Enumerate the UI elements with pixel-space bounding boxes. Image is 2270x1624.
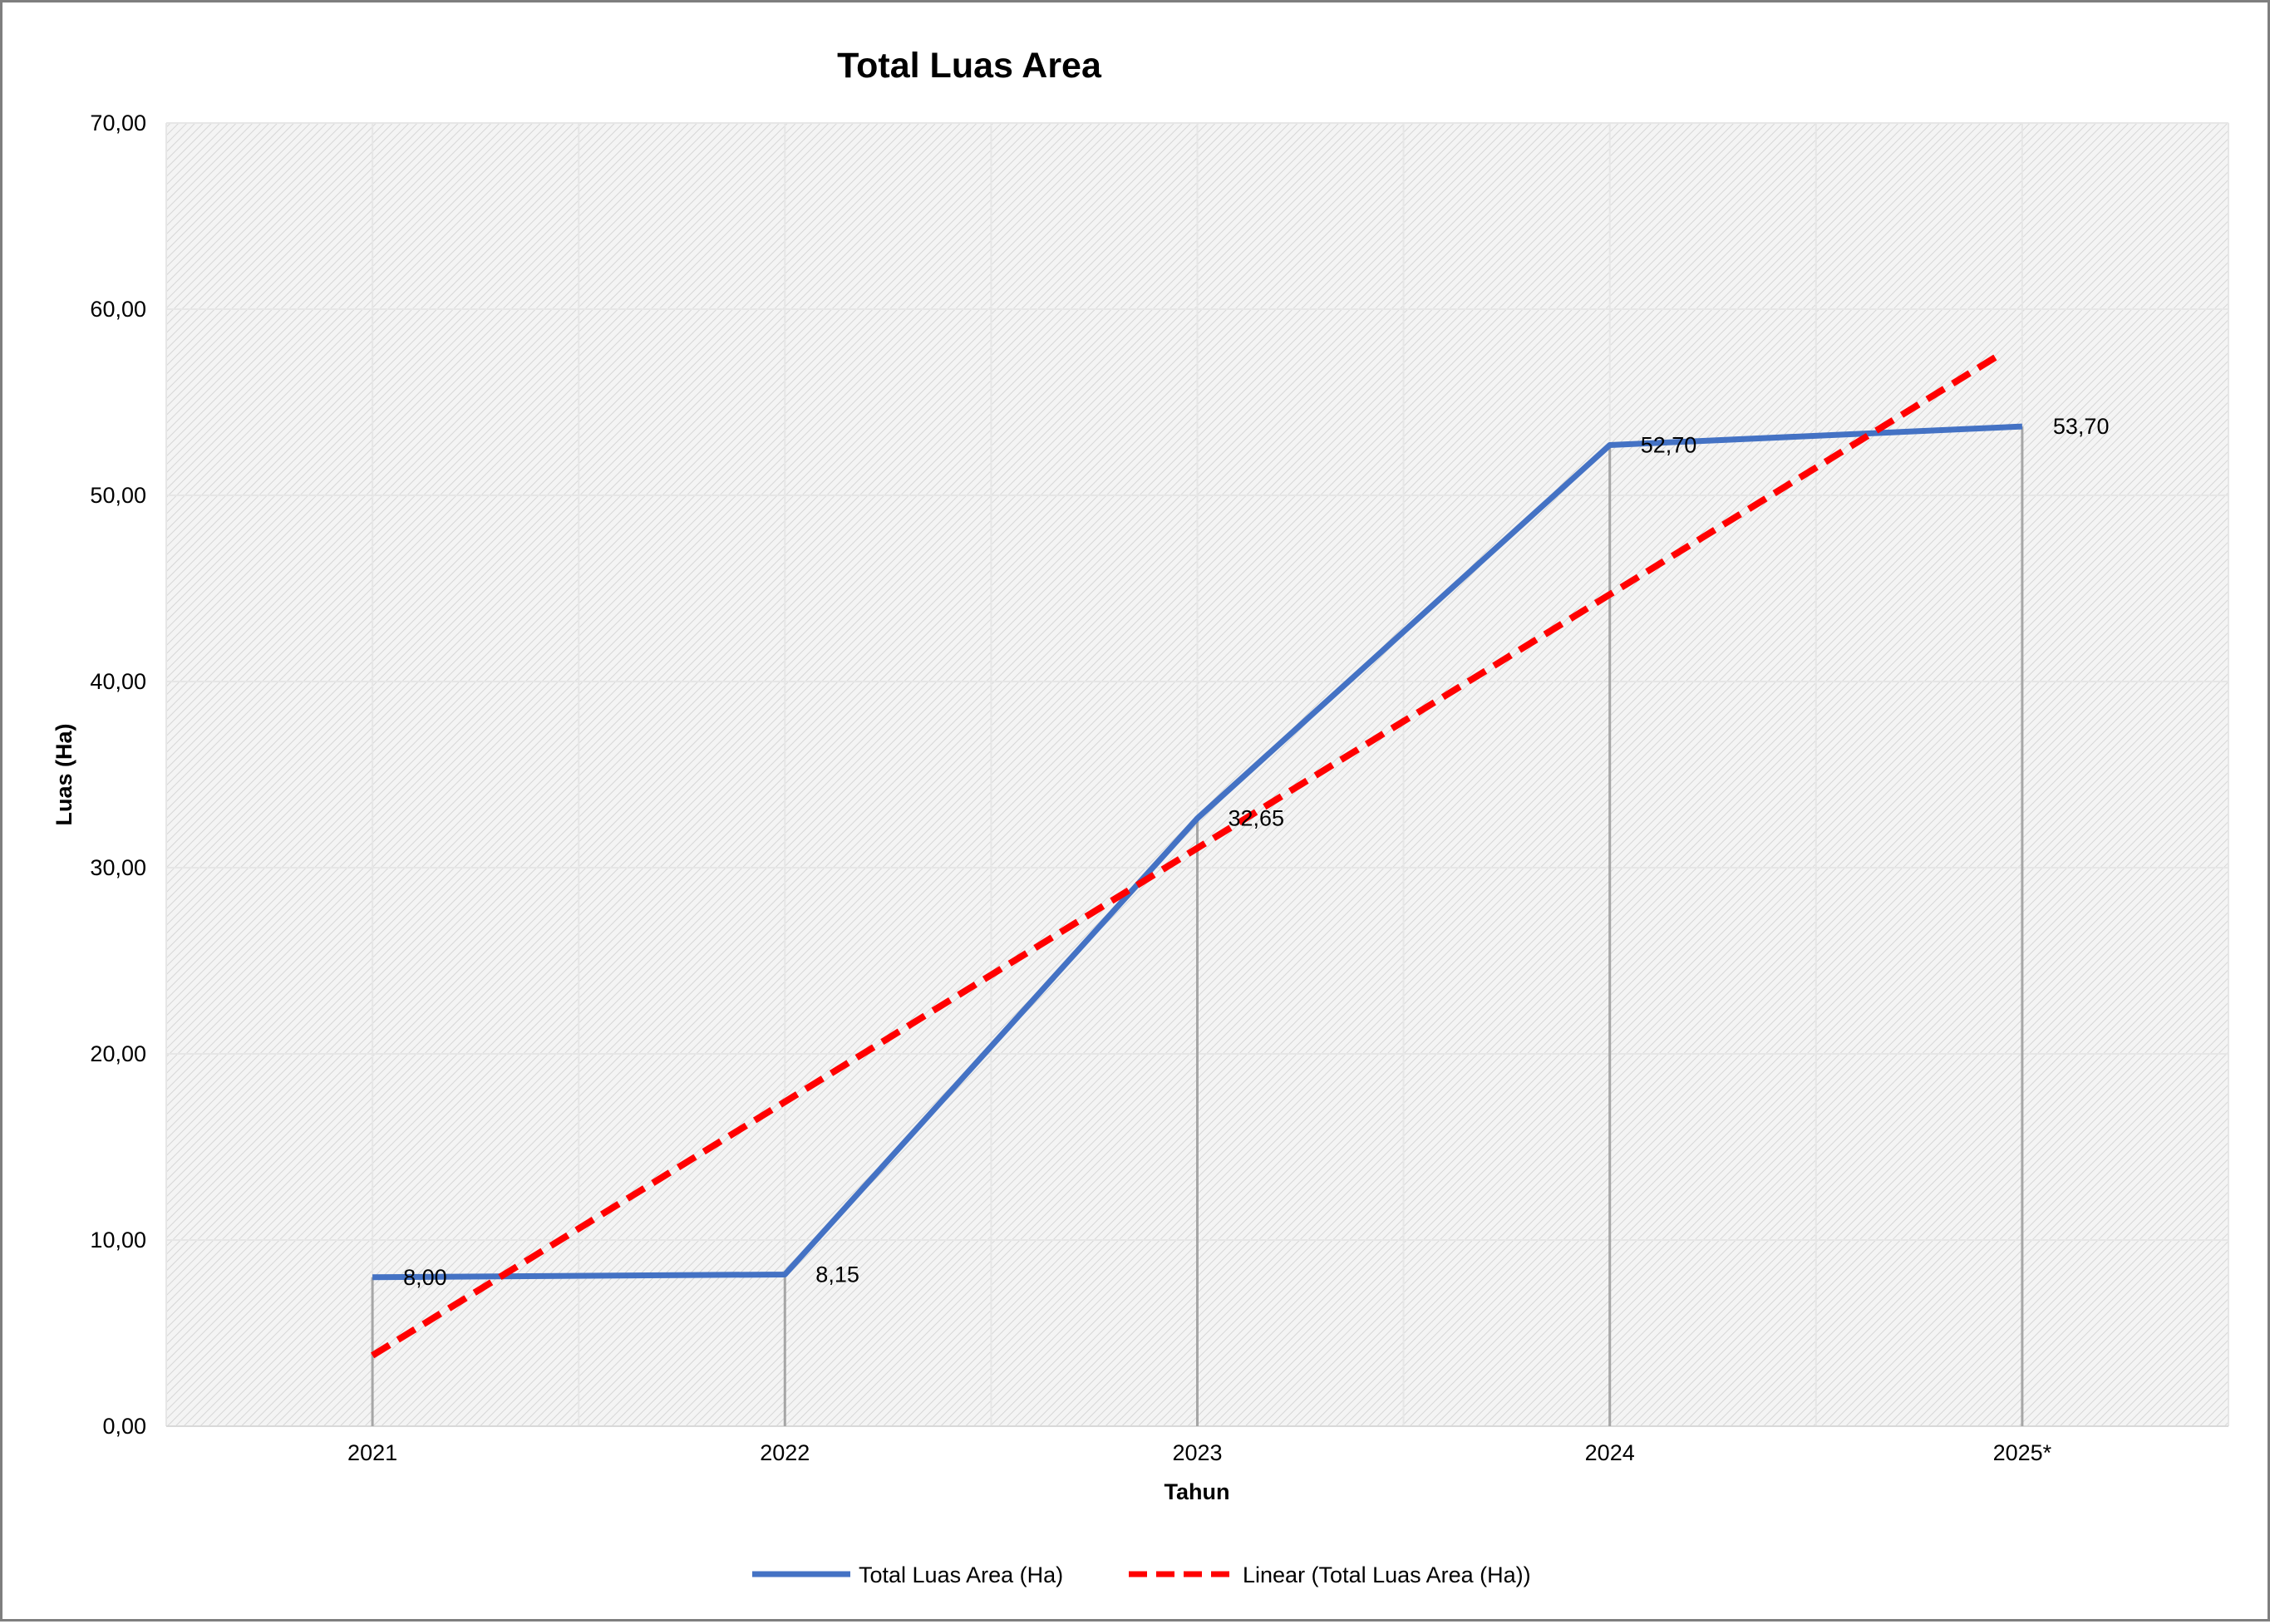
y-tick-label: 20,00 [90,1041,146,1066]
data-label: 32,65 [1229,806,1285,831]
x-tick-label: 2022 [760,1440,810,1465]
trendline-linear [371,350,2004,1359]
x-tick-label: 2023 [1172,1440,1222,1465]
y-axis-title: Luas (Ha) [52,723,76,825]
chart-title: Total Luas Area [837,46,1102,86]
y-tick-label: 0,00 [102,1414,146,1439]
y-axis-ticks: 0,00 10,00 20,00 30,00 40,00 50,00 60,00 70,00 [90,111,146,1439]
legend: Total Luas Area (Ha) Linear (Total Luas … [752,1562,1531,1587]
y-tick-label: 50,00 [90,483,146,508]
data-label: 52,70 [1641,433,1697,458]
data-label: 53,70 [2053,414,2110,439]
y-tick-label: 60,00 [90,297,146,322]
y-tick-label: 30,00 [90,855,146,880]
data-label: 8,00 [403,1265,447,1290]
x-tick-label: 2025* [1993,1440,2052,1465]
x-tick-label: 2021 [347,1440,397,1465]
x-axis-title: Tahun [1165,1479,1230,1504]
y-tick-label: 70,00 [90,111,146,135]
y-tick-label: 40,00 [90,669,146,694]
x-tick-label: 2024 [1585,1440,1635,1465]
legend-label-trendline: Linear (Total Luas Area (Ha)) [1243,1562,1531,1587]
gridlines [165,122,2229,1427]
drop-lines [371,426,2024,1426]
y-tick-label: 10,00 [90,1228,146,1252]
legend-label-series: Total Luas Area (Ha) [859,1562,1063,1587]
x-axis-ticks: 2021 2022 2023 2024 2025* [347,1440,2052,1465]
data-labels: 8,00 8,15 32,65 52,70 53,70 [403,414,2109,1290]
series-layer [371,350,2023,1359]
series-line-total-luas-area [372,423,2023,1281]
data-label: 8,15 [815,1262,859,1287]
